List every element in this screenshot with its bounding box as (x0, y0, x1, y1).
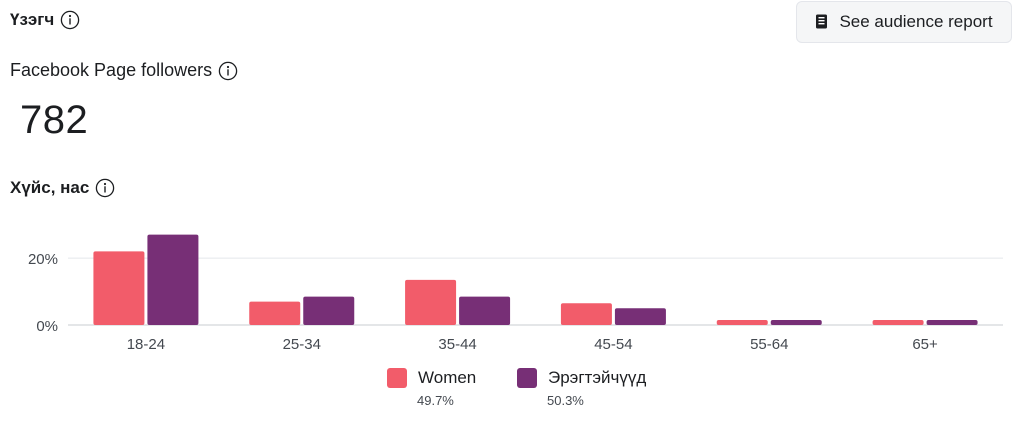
x-tick-label: 25-34 (283, 336, 321, 353)
bar-women-18-24 (93, 251, 145, 325)
followers-count: 782 (20, 98, 89, 142)
x-tick-label: 35-44 (438, 336, 476, 353)
x-tick-label: 18-24 (127, 336, 165, 353)
bar-men-55-64 (770, 319, 822, 325)
x-tick-label: 45-54 (594, 336, 632, 353)
x-tick-label: 55-64 (750, 336, 788, 353)
followers-metric-label: Facebook Page followers (10, 60, 238, 81)
legend-item-men[interactable]: Эрэгтэйчүүд 50.3% (517, 368, 646, 408)
info-icon[interactable] (60, 10, 80, 30)
x-tick-label: 65+ (912, 336, 938, 353)
see-audience-report-button[interactable]: See audience report (796, 1, 1012, 43)
chart-title-text: Хүйс, нас (10, 178, 90, 197)
bar-men-65+ (926, 319, 978, 325)
bar-women-45-54 (560, 303, 612, 325)
see-audience-report-label: See audience report (839, 12, 993, 31)
section-header: Үзэгч (10, 10, 80, 30)
bar-women-55-64 (716, 319, 768, 325)
followers-label-text: Facebook Page followers (10, 60, 213, 80)
legend-share-men: 50.3% (547, 393, 584, 408)
info-icon[interactable] (218, 61, 238, 81)
chart-title: Хүйс, нас (10, 178, 115, 198)
legend-item-women[interactable]: Women 49.7% (387, 368, 476, 408)
info-icon[interactable] (95, 178, 115, 198)
bar-men-45-54 (614, 308, 666, 325)
bar-women-65+ (872, 319, 924, 325)
bar-men-25-34 (303, 296, 355, 325)
bar-women-35-44 (405, 279, 457, 325)
y-tick-label: 20% (28, 251, 58, 268)
legend-label-women: Women (418, 368, 477, 387)
legend-label-men: Эрэгтэйчүүд (548, 368, 647, 387)
legend-swatch-men (517, 368, 537, 388)
y-tick-label: 0% (36, 318, 58, 335)
legend-share-women: 49.7% (417, 393, 454, 408)
bar-men-18-24 (147, 234, 199, 325)
section-title: Үзэгч (10, 10, 55, 29)
report-book-icon (815, 14, 829, 30)
legend-swatch-women (387, 368, 407, 388)
bar-men-35-44 (459, 296, 511, 325)
bar-women-25-34 (249, 301, 301, 325)
